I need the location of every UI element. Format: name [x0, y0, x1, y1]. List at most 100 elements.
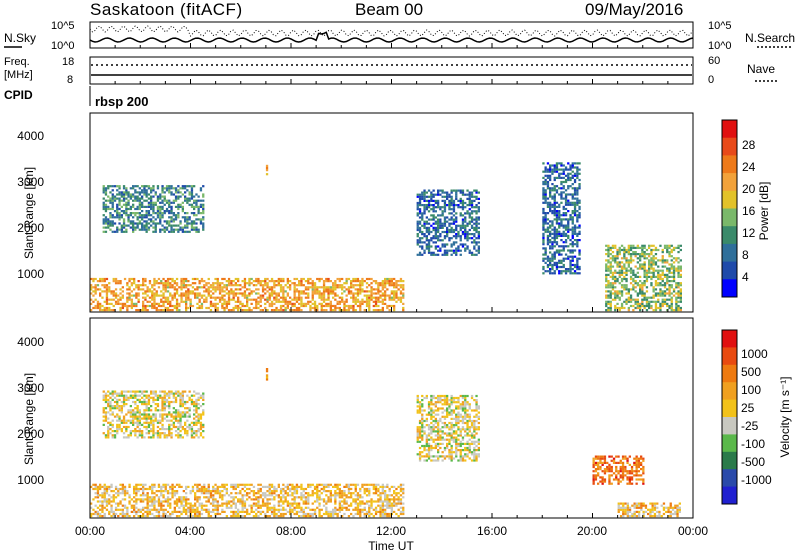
range-time-cell: [639, 309, 642, 312]
range-time-cell: [551, 263, 554, 267]
range-time-cell: [193, 199, 196, 202]
range-time-cell: [203, 487, 206, 491]
range-time-cell: [452, 220, 456, 223]
range-time-cell: [439, 214, 442, 217]
range-time-cell: [227, 309, 231, 312]
range-time-cell: [666, 280, 669, 283]
power-cbar-tick-28: 28: [742, 138, 756, 152]
range-time-cell: [352, 483, 355, 486]
range-time-cell: [155, 494, 158, 497]
range-time-cell: [632, 271, 635, 274]
range-time-cell: [477, 208, 480, 211]
range-time-cell: [189, 284, 192, 287]
range-time-cell: [234, 288, 237, 291]
range-time-cell: [452, 249, 456, 252]
range-time-cell: [225, 284, 228, 287]
range-time-cell: [264, 277, 267, 281]
range-time-cell: [459, 201, 462, 205]
range-time-cell: [166, 496, 170, 499]
range-time-cell: [571, 272, 574, 275]
range-time-cell: [432, 253, 435, 256]
range-time-cell: [450, 245, 453, 248]
range-time-cell: [542, 222, 545, 225]
range-time-cell: [132, 226, 135, 229]
range-time-cell: [145, 228, 148, 231]
range-time-cell: [190, 197, 194, 200]
range-time-cell: [567, 172, 570, 175]
range-time-cell: [354, 292, 357, 295]
range-time-cell: [118, 187, 121, 190]
range-time-cell: [629, 275, 633, 278]
range-time-cell: [203, 300, 206, 303]
range-time-cell: [164, 282, 167, 285]
range-time-cell: [156, 214, 160, 217]
range-time-cell: [567, 257, 570, 260]
range-time-cell: [352, 508, 355, 511]
range-time-cell: [461, 199, 465, 202]
range-time-cell: [573, 172, 577, 175]
range-time-cell: [103, 309, 106, 312]
range-time-cell: [650, 265, 653, 268]
range-time-cell: [293, 496, 296, 499]
range-time-cell: [295, 306, 299, 310]
range-time-cell: [555, 268, 559, 271]
range-time-cell: [304, 506, 308, 509]
range-time-cell: [295, 512, 299, 516]
range-time-cell: [166, 498, 170, 501]
range-time-cell: [155, 292, 158, 295]
range-time-cell: [265, 166, 269, 170]
range-time-cell: [259, 506, 262, 509]
range-time-cell: [151, 498, 154, 501]
range-time-cell: [104, 220, 108, 223]
range-time-cell: [661, 300, 664, 303]
range-time-cell: [121, 515, 124, 518]
range-time-cell: [430, 245, 433, 248]
range-time-cell: [223, 502, 226, 505]
range-time-cell: [430, 239, 433, 242]
range-time-cell: [459, 189, 462, 192]
range-time-cell: [316, 290, 319, 293]
range-time-cell: [166, 300, 170, 303]
range-time-cell: [443, 235, 447, 238]
range-time-cell: [555, 164, 559, 167]
range-time-cell: [354, 288, 357, 291]
range-time-cell: [146, 500, 149, 503]
range-time-cell: [196, 485, 199, 488]
range-time-cell: [542, 236, 545, 240]
range-time-cell: [102, 415, 105, 418]
range-time-cell: [459, 228, 462, 232]
range-time-cell: [196, 506, 199, 509]
range-time-cell: [179, 191, 182, 194]
range-time-cell: [286, 494, 289, 497]
range-time-cell: [607, 286, 610, 289]
range-time-cell: [279, 309, 283, 312]
range-time-cell: [634, 306, 637, 310]
range-time-cell: [185, 309, 188, 312]
range-time-cell: [620, 267, 624, 270]
range-time-cell: [129, 193, 132, 196]
range-time-cell: [205, 298, 208, 301]
range-time-cell: [243, 280, 247, 283]
range-time-cell: [197, 195, 200, 198]
range-time-cell: [459, 212, 462, 215]
range-time-cell: [185, 496, 188, 499]
range-time-cell: [108, 502, 111, 505]
range-time-cell: [457, 245, 460, 248]
range-time-cell: [125, 203, 128, 206]
range-time-cell: [268, 304, 271, 308]
range-time-cell: [457, 189, 460, 192]
range-time-cell: [473, 247, 476, 250]
range-time-cell: [325, 288, 328, 291]
range-time-cell: [133, 515, 136, 518]
range-time-cell: [423, 210, 426, 213]
range-time-cell: [318, 280, 321, 283]
range-time-cell: [209, 290, 213, 293]
range-time-cell: [320, 508, 323, 511]
range-time-cell: [161, 195, 164, 198]
range-time-cell: [393, 282, 396, 285]
range-time-cell: [464, 220, 467, 223]
range-time-cell: [562, 234, 565, 237]
range-time-cell: [623, 286, 626, 289]
range-time-cell: [261, 296, 265, 299]
range-time-cell: [341, 298, 344, 301]
